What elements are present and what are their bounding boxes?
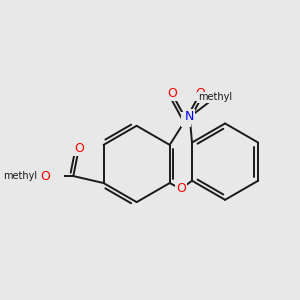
Text: methyl: methyl [198, 92, 232, 102]
Text: N: N [185, 110, 194, 124]
Text: O: O [195, 87, 205, 100]
Text: O: O [74, 142, 84, 154]
Text: O: O [176, 182, 186, 195]
Text: methyl: methyl [3, 171, 37, 181]
Text: O: O [167, 87, 177, 100]
Text: S: S [182, 113, 190, 126]
Text: O: O [40, 169, 50, 183]
